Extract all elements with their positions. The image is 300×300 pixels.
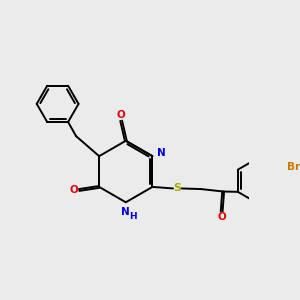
Text: N: N <box>122 207 130 217</box>
Text: Br: Br <box>286 162 300 172</box>
Text: O: O <box>217 212 226 222</box>
Text: O: O <box>117 110 126 120</box>
Text: H: H <box>129 212 136 220</box>
Text: S: S <box>173 183 181 194</box>
Text: O: O <box>69 185 78 195</box>
Text: N: N <box>157 148 165 158</box>
